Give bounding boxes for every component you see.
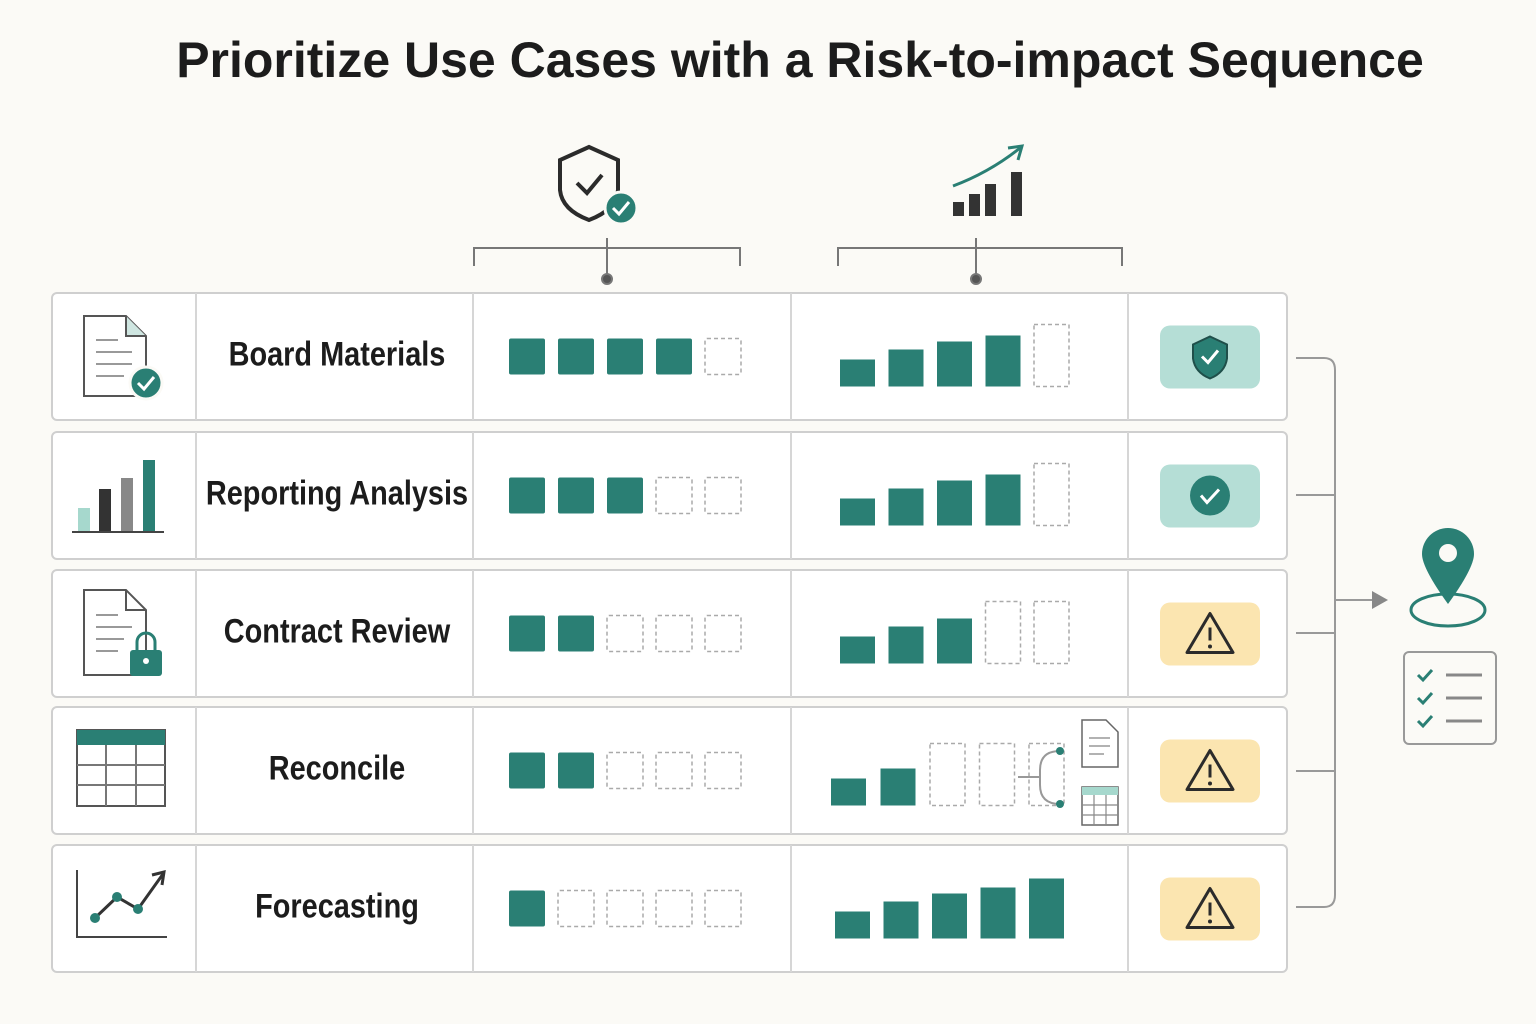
rows: Board Materials Reporting Analysis Contrac… (51, 292, 1288, 973)
row-icon (76, 869, 167, 938)
row-label: Forecasting (255, 886, 419, 925)
row-label: Contract Review (224, 611, 451, 650)
row-label: Reporting Analysis (206, 473, 468, 512)
risk-slot (704, 337, 742, 376)
row-card (51, 706, 1288, 835)
risk-square (558, 338, 594, 375)
impact-slot (1033, 600, 1070, 665)
title: Prioritize Use Cases with a Risk-to-impa… (176, 32, 1424, 88)
risk-slot (606, 889, 644, 928)
risk-square (509, 338, 545, 375)
status-icon (1185, 887, 1235, 929)
impact-bar (937, 618, 972, 664)
risk-slot (704, 476, 742, 515)
risk-slot (655, 614, 693, 653)
row-icon (72, 460, 164, 533)
risk-square (656, 338, 692, 375)
impact-bar (840, 359, 875, 387)
row-card (51, 844, 1288, 973)
risk-square (509, 615, 545, 652)
impact-bar (1029, 878, 1064, 939)
risk-square (509, 752, 545, 789)
status-icon (1190, 475, 1230, 516)
impact-bar (937, 341, 972, 387)
impact-bar (888, 626, 924, 664)
impact-bar (835, 911, 870, 939)
growth-icon (952, 144, 1025, 216)
status-icon (1185, 749, 1235, 791)
impact-bar (888, 349, 924, 387)
row-icon (83, 589, 162, 676)
status-icon (1192, 335, 1228, 380)
row-label: Board Materials (229, 334, 446, 373)
risk-slot (655, 751, 693, 790)
row-card (51, 569, 1288, 698)
pin-icon (1409, 528, 1487, 628)
impact-bar (880, 768, 916, 806)
impact-bar (985, 474, 1021, 526)
impact-bar (883, 901, 919, 939)
impact-slot (978, 742, 1016, 807)
risk-slot (606, 614, 644, 653)
risk-slot (704, 614, 742, 653)
reconcile-branch (1018, 719, 1119, 826)
risk-square (509, 477, 545, 514)
impact-slot (984, 600, 1022, 665)
brackets (473, 238, 1123, 285)
impact-bar (937, 480, 972, 526)
connector (1296, 357, 1388, 908)
checklist-icon (1403, 651, 1497, 745)
risk-slot (557, 889, 595, 928)
risk-slot (655, 889, 693, 928)
shield-icon (558, 144, 639, 226)
risk-square (607, 477, 643, 514)
impact-slot (1033, 323, 1070, 388)
impact-bar (831, 778, 866, 806)
impact-bar (840, 498, 875, 526)
impact-bar (932, 893, 967, 939)
risk-slot (606, 751, 644, 790)
risk-slot (704, 751, 742, 790)
row-icon (76, 729, 166, 807)
risk-slot (704, 889, 742, 928)
risk-square (509, 890, 545, 927)
impact-bar (888, 488, 924, 526)
impact-slot (1033, 462, 1070, 527)
impact-bar (840, 636, 875, 664)
impact-slot (929, 742, 966, 807)
row-icon (83, 315, 164, 401)
risk-square (558, 615, 594, 652)
risk-square (558, 477, 594, 514)
risk-square (558, 752, 594, 789)
status-icon (1185, 612, 1235, 654)
row-card (51, 431, 1288, 560)
impact-slot (1028, 742, 1065, 807)
impact-bar (980, 887, 1016, 939)
risk-square (607, 338, 643, 375)
risk-slot (655, 476, 693, 515)
impact-bar (985, 335, 1021, 387)
row-label: Reconcile (269, 748, 406, 787)
